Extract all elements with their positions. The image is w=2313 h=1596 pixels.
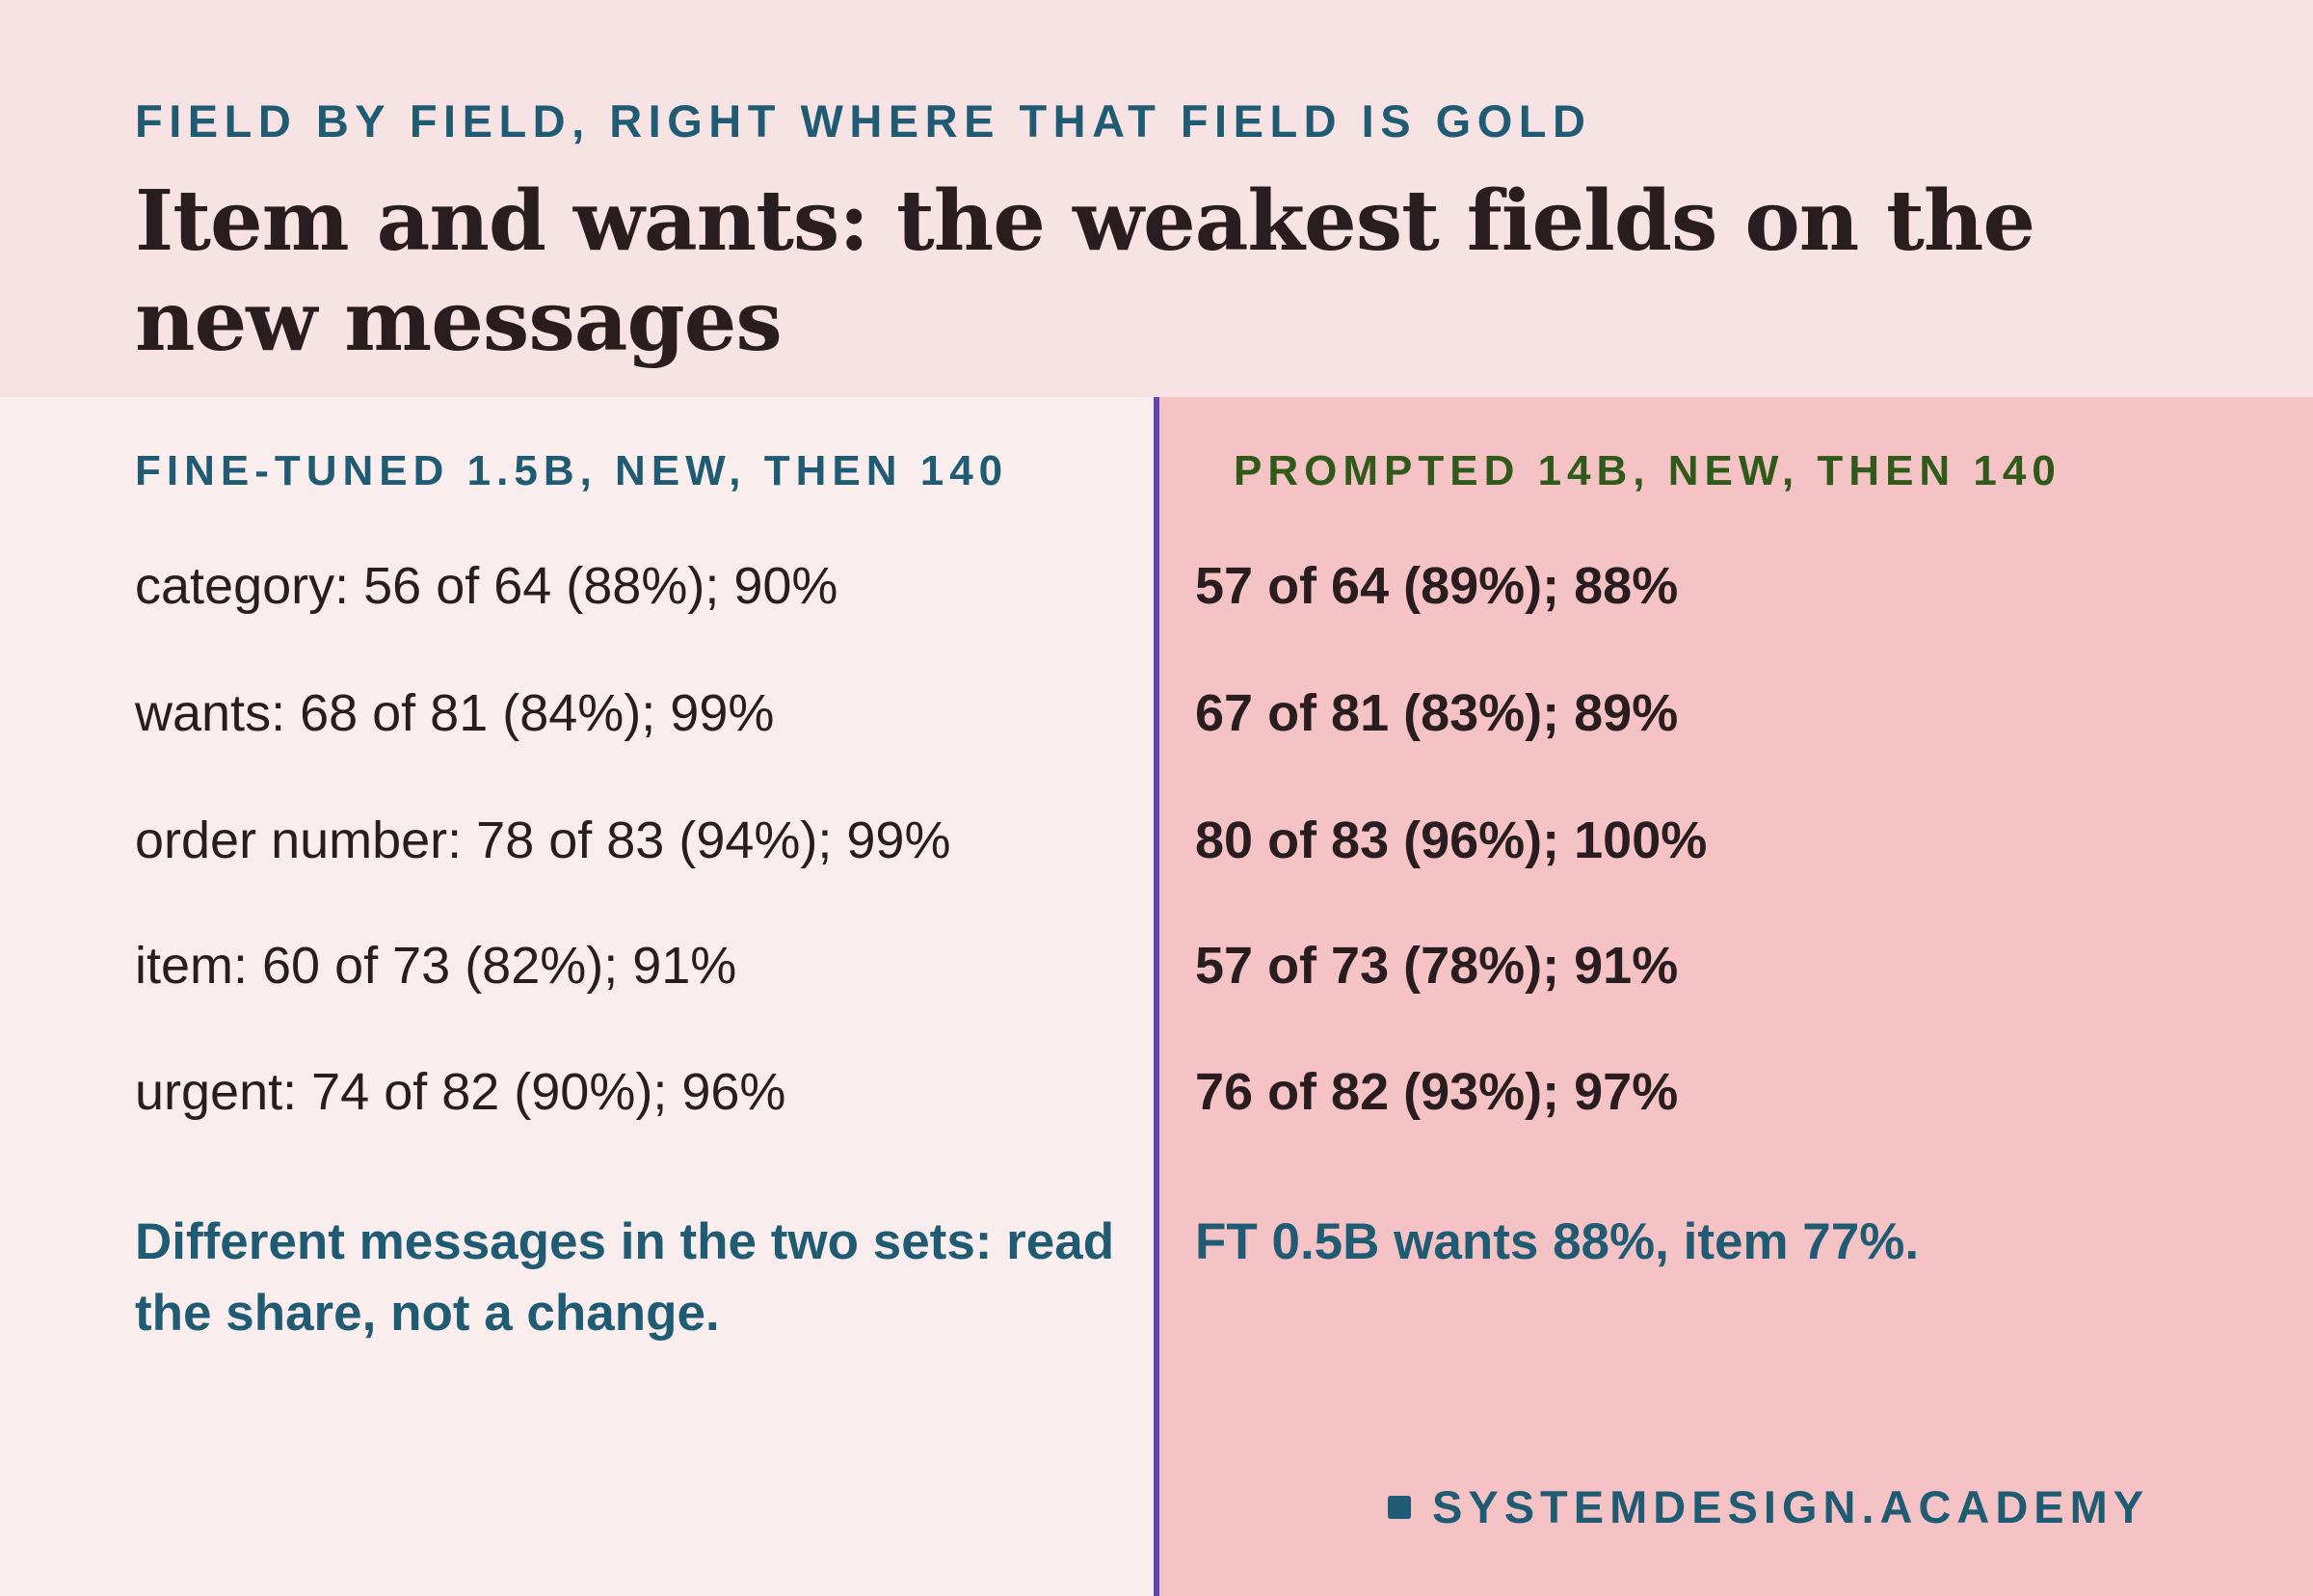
right-row-order-number: 80 of 83 (96%); 100% [1195, 811, 1708, 869]
right-note: FT 0.5B wants 88%, item 77%. [1195, 1213, 1920, 1270]
eyebrow: FIELD BY FIELD, RIGHT WHERE THAT FIELD I… [135, 95, 1592, 146]
right-row-item: 57 of 73 (78%); 91% [1195, 937, 1679, 995]
page-title: Item and wants: the weakest fields on th… [135, 173, 2035, 370]
left-row-wants: wants: 68 of 81 (84%); 99% [135, 684, 775, 742]
right-panel [1159, 397, 2313, 1596]
brand-text: SYSTEMDESIGN.ACADEMY [1432, 1481, 2150, 1532]
right-row-category: 57 of 64 (89%); 88% [1195, 557, 1679, 615]
header: FIELD BY FIELD, RIGHT WHERE THAT FIELD I… [0, 0, 2313, 397]
left-row-category: category: 56 of 64 (88%); 90% [135, 557, 838, 615]
left-row-order-number: order number: 78 of 83 (94%); 99% [135, 811, 951, 869]
left-row-item: item: 60 of 73 (82%); 91% [135, 937, 737, 995]
right-row-urgent: 76 of 82 (93%); 97% [1195, 1063, 1679, 1121]
right-column-heading: PROMPTED 14B, NEW, THEN 140 [1234, 447, 2061, 494]
column-divider [1154, 397, 1159, 1596]
square-mark-icon [1388, 1495, 1411, 1519]
left-row-urgent: urgent: 74 of 82 (90%); 96% [135, 1063, 786, 1121]
left-column-heading: FINE-TUNED 1.5B, NEW, THEN 140 [135, 447, 1009, 494]
right-row-wants: 67 of 81 (83%); 89% [1195, 684, 1679, 742]
left-note: Different messages in the two sets: read… [135, 1213, 1115, 1342]
left-panel [0, 397, 1154, 1596]
brand: SYSTEMDESIGN.ACADEMY [1388, 1480, 2149, 1533]
